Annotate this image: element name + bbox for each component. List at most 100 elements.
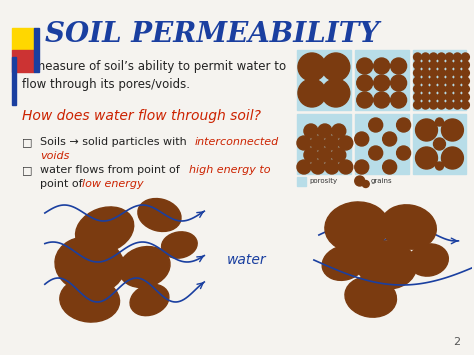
Ellipse shape — [55, 237, 124, 293]
Ellipse shape — [345, 277, 396, 317]
Circle shape — [298, 53, 326, 81]
Circle shape — [454, 69, 461, 77]
Circle shape — [322, 53, 350, 81]
Circle shape — [297, 136, 311, 150]
Text: SOIL PERMEABILITY: SOIL PERMEABILITY — [45, 21, 379, 48]
Ellipse shape — [60, 278, 119, 322]
Circle shape — [325, 160, 339, 174]
Circle shape — [416, 119, 438, 141]
Circle shape — [311, 136, 325, 150]
Text: point of: point of — [40, 179, 86, 189]
Bar — [355, 114, 409, 174]
Circle shape — [357, 58, 373, 74]
Text: □: □ — [22, 137, 32, 147]
Circle shape — [429, 85, 438, 93]
Bar — [12, 50, 34, 72]
Circle shape — [438, 61, 446, 69]
Bar — [297, 114, 351, 174]
Circle shape — [446, 69, 454, 77]
Circle shape — [438, 93, 446, 101]
Circle shape — [446, 61, 454, 69]
Circle shape — [461, 85, 469, 93]
Circle shape — [454, 101, 461, 109]
Circle shape — [446, 93, 454, 101]
Circle shape — [304, 124, 318, 138]
Text: water: water — [227, 253, 267, 267]
Circle shape — [429, 77, 438, 85]
Circle shape — [413, 85, 421, 93]
Circle shape — [454, 93, 461, 101]
Text: high energy to: high energy to — [189, 165, 271, 175]
Circle shape — [391, 58, 407, 74]
Circle shape — [374, 58, 390, 74]
Circle shape — [461, 69, 469, 77]
Ellipse shape — [357, 241, 417, 289]
Circle shape — [413, 93, 421, 101]
Circle shape — [383, 132, 397, 146]
Circle shape — [362, 180, 369, 187]
Text: porosity: porosity — [309, 178, 337, 184]
Ellipse shape — [322, 246, 365, 280]
Circle shape — [413, 53, 421, 61]
Bar — [12, 57, 16, 105]
Text: □: □ — [22, 165, 32, 175]
Bar — [412, 114, 466, 174]
Text: low energy: low energy — [82, 179, 143, 189]
Circle shape — [339, 160, 353, 174]
Circle shape — [421, 93, 429, 101]
Circle shape — [369, 118, 383, 132]
Circle shape — [438, 85, 446, 93]
Circle shape — [298, 79, 326, 107]
Circle shape — [429, 61, 438, 69]
Circle shape — [339, 136, 353, 150]
Text: grains: grains — [371, 178, 392, 184]
Text: A measure of soil’s ability to permit water to
flow through its pores/voids.: A measure of soil’s ability to permit wa… — [22, 60, 286, 91]
Circle shape — [421, 101, 429, 109]
Circle shape — [325, 136, 339, 150]
Circle shape — [438, 77, 446, 85]
Circle shape — [461, 77, 469, 85]
Ellipse shape — [162, 232, 197, 258]
Circle shape — [355, 160, 369, 174]
Circle shape — [421, 61, 429, 69]
Circle shape — [413, 61, 421, 69]
Circle shape — [413, 101, 421, 109]
Circle shape — [297, 160, 311, 174]
Circle shape — [332, 148, 346, 162]
Circle shape — [461, 61, 469, 69]
Ellipse shape — [130, 284, 169, 316]
Circle shape — [446, 53, 454, 61]
Circle shape — [454, 61, 461, 69]
Circle shape — [446, 77, 454, 85]
Circle shape — [446, 101, 454, 109]
Bar — [412, 50, 466, 110]
Ellipse shape — [409, 244, 448, 276]
Circle shape — [416, 147, 438, 169]
Circle shape — [413, 77, 421, 85]
Bar — [297, 177, 306, 186]
Text: 2: 2 — [453, 337, 460, 347]
Circle shape — [429, 101, 438, 109]
Bar — [34, 28, 39, 72]
Circle shape — [355, 176, 365, 186]
Circle shape — [454, 85, 461, 93]
Ellipse shape — [119, 246, 170, 288]
Text: Soils → solid particles with: Soils → solid particles with — [40, 137, 190, 147]
Text: water flows from point of: water flows from point of — [40, 165, 183, 175]
Ellipse shape — [325, 202, 389, 252]
Circle shape — [397, 146, 410, 160]
Circle shape — [383, 160, 397, 174]
Ellipse shape — [138, 198, 181, 231]
Circle shape — [441, 147, 464, 169]
Circle shape — [446, 85, 454, 93]
Circle shape — [429, 93, 438, 101]
Circle shape — [311, 160, 325, 174]
Text: How does water flow through soil?: How does water flow through soil? — [22, 109, 261, 123]
Circle shape — [322, 79, 350, 107]
Circle shape — [357, 75, 373, 91]
Circle shape — [441, 119, 464, 141]
Circle shape — [318, 124, 332, 138]
Ellipse shape — [381, 205, 436, 249]
Circle shape — [355, 132, 369, 146]
Circle shape — [429, 69, 438, 77]
